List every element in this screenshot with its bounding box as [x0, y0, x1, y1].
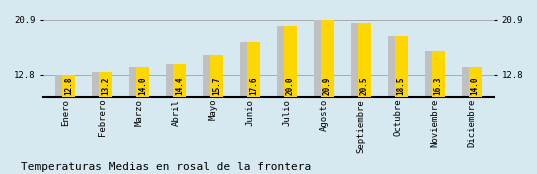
Bar	[136, 67, 149, 162]
Text: 12.8: 12.8	[64, 77, 73, 95]
Bar	[247, 42, 260, 162]
Bar	[462, 67, 475, 162]
Text: 20.9: 20.9	[323, 77, 332, 95]
Bar	[358, 23, 371, 162]
Bar	[129, 67, 142, 162]
Bar	[55, 75, 68, 162]
Bar	[210, 55, 223, 162]
Bar	[321, 20, 334, 162]
Text: 20.0: 20.0	[286, 77, 295, 95]
Bar	[351, 23, 364, 162]
Text: 20.5: 20.5	[360, 77, 369, 95]
Bar	[425, 51, 438, 162]
Text: 17.6: 17.6	[249, 77, 258, 95]
Bar	[62, 75, 75, 162]
Text: 13.2: 13.2	[101, 77, 110, 95]
Bar	[388, 36, 401, 162]
Bar	[284, 26, 297, 162]
Text: 16.3: 16.3	[434, 77, 442, 95]
Bar	[240, 42, 253, 162]
Bar	[203, 55, 216, 162]
Bar	[432, 51, 445, 162]
Text: 14.0: 14.0	[471, 77, 480, 95]
Bar	[92, 72, 105, 162]
Bar	[395, 36, 408, 162]
Text: 14.0: 14.0	[138, 77, 147, 95]
Bar	[277, 26, 290, 162]
Bar	[166, 64, 179, 162]
Bar	[314, 20, 327, 162]
Text: Temperaturas Medias en rosal de la frontera: Temperaturas Medias en rosal de la front…	[21, 162, 312, 172]
Bar	[173, 64, 186, 162]
Bar	[469, 67, 482, 162]
Text: 18.5: 18.5	[397, 77, 406, 95]
Text: 15.7: 15.7	[212, 77, 221, 95]
Bar	[99, 72, 112, 162]
Text: 14.4: 14.4	[175, 77, 184, 95]
